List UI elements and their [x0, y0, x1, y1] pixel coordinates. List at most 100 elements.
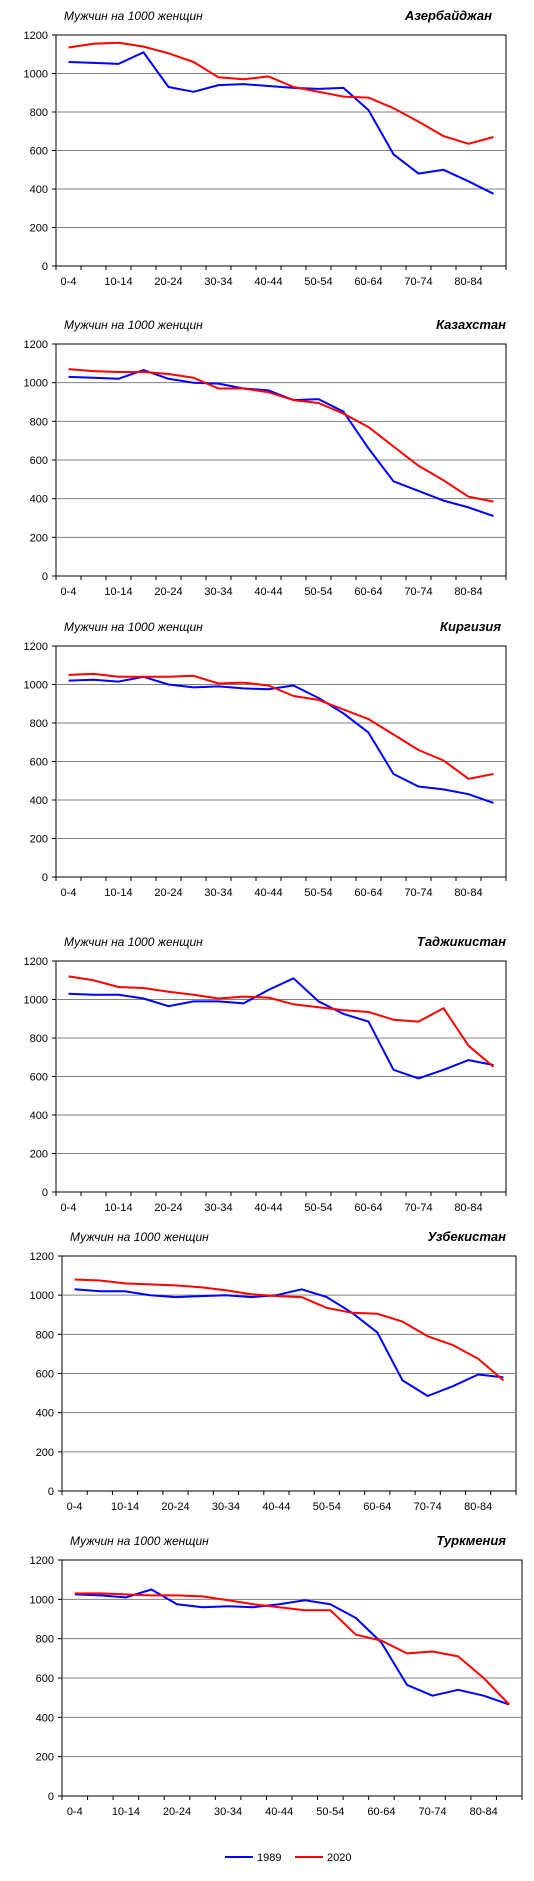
y-tick-label: 600: [36, 1369, 54, 1381]
x-tick-label: 50-54: [316, 1806, 344, 1818]
x-tick-label: 60-64: [354, 586, 382, 598]
y-tick-label: 0: [42, 571, 48, 583]
chart-panel: 0 200 400 600 800 1000 1200 0-4 10-14 20-24 30-34 4…: [24, 8, 507, 288]
y-tick-label: 1000: [24, 995, 48, 1007]
y-tick-label: 200: [30, 1149, 48, 1161]
y-axis-label: Мужчин на 1000 женщин: [70, 1230, 209, 1244]
legend-label: 1989: [257, 1852, 281, 1864]
y-tick-label: 1000: [24, 378, 48, 390]
chart-panel: 0 200 400 600 800 1000 1200 0-4 10-14 20-24 30-34 4…: [24, 934, 507, 1214]
y-tick-label: 1200: [24, 30, 48, 42]
x-tick-label: 70-74: [418, 1806, 446, 1818]
x-tick-label: 70-74: [404, 887, 432, 899]
series-line-2020: [74, 1278, 505, 1382]
x-tick-label: 60-64: [354, 276, 382, 288]
x-tick-label: 0-4: [61, 586, 77, 598]
y-tick-label: 800: [36, 1634, 54, 1646]
x-tick-label: 50-54: [313, 1501, 341, 1513]
x-tick-label: 60-64: [354, 1202, 382, 1214]
y-tick-label: 200: [30, 223, 48, 235]
chart-title: Таджикистан: [417, 934, 506, 949]
chart-panel: 0 200 400 600 800 1000 1200 0-4 10-14 20-24 30-34 4…: [24, 317, 507, 598]
y-tick-label: 800: [30, 718, 48, 730]
x-tick-label: 60-64: [363, 1501, 391, 1513]
series-line-1989: [74, 1288, 504, 1397]
series-line-2020: [68, 368, 494, 503]
x-tick-label: 0-4: [61, 887, 77, 899]
chart-panel: 0 200 400 600 800 1000 1200 0-4 10-14 20-24 30-34 4…: [30, 1533, 523, 1818]
x-tick-label: 70-74: [404, 586, 432, 598]
x-tick-label: 80-84: [454, 1202, 482, 1214]
chart-panel: 0 200 400 600 800 1000 1200 0-4 10-14 20-24 30-34 4…: [30, 1229, 517, 1513]
x-tick-label: 20-24: [154, 276, 182, 288]
y-axis-label: Мужчин на 1000 женщин: [64, 9, 203, 23]
y-tick-label: 400: [36, 1712, 54, 1724]
x-tick-label: 20-24: [154, 1202, 182, 1214]
x-tick-label: 10-14: [111, 1501, 139, 1513]
y-tick-label: 200: [36, 1447, 54, 1459]
x-tick-label: 50-54: [304, 887, 332, 899]
chart-panel: 0 200 400 600 800 1000 1200 0-4 10-14 20-24 30-34 4…: [24, 619, 507, 899]
chart-title: Туркмения: [436, 1533, 506, 1548]
chart-title: Киргизия: [440, 619, 501, 634]
x-tick-label: 50-54: [304, 276, 332, 288]
y-axis-label: Мужчин на 1000 женщин: [64, 318, 203, 332]
chart-title: Узбекистан: [428, 1229, 507, 1244]
y-tick-label: 0: [42, 1187, 48, 1199]
series-line-2020: [68, 975, 495, 1068]
y-tick-label: 800: [36, 1329, 54, 1341]
x-tick-label: 10-14: [104, 586, 132, 598]
x-tick-label: 30-34: [204, 276, 232, 288]
x-tick-label: 0-4: [67, 1501, 83, 1513]
x-tick-label: 10-14: [104, 887, 132, 899]
x-tick-label: 80-84: [454, 586, 482, 598]
y-tick-label: 600: [30, 146, 48, 158]
y-tick-label: 400: [30, 1110, 48, 1122]
x-tick-label: 20-24: [163, 1806, 191, 1818]
x-tick-label: 40-44: [254, 1202, 282, 1214]
y-tick-label: 1200: [24, 339, 48, 351]
x-tick-label: 40-44: [262, 1501, 290, 1513]
x-tick-label: 10-14: [104, 1202, 132, 1214]
y-tick-label: 400: [30, 494, 48, 506]
x-tick-label: 10-14: [112, 1806, 140, 1818]
y-tick-label: 0: [48, 1791, 54, 1803]
y-tick-label: 800: [30, 416, 48, 428]
y-tick-label: 200: [30, 834, 48, 846]
y-tick-label: 400: [30, 795, 48, 807]
y-tick-label: 1200: [24, 641, 48, 653]
x-tick-label: 0-4: [61, 276, 77, 288]
x-tick-label: 20-24: [161, 1501, 189, 1513]
x-tick-label: 70-74: [404, 1202, 432, 1214]
series-line-1989: [68, 51, 494, 195]
x-tick-label: 30-34: [204, 887, 232, 899]
x-tick-label: 40-44: [254, 276, 282, 288]
series-line-2020: [68, 672, 494, 780]
x-tick-label: 80-84: [464, 1501, 492, 1513]
x-tick-label: 20-24: [154, 586, 182, 598]
y-tick-label: 600: [30, 757, 48, 769]
x-tick-label: 30-34: [204, 1202, 232, 1214]
y-axis-label: Мужчин на 1000 женщин: [64, 935, 203, 949]
x-tick-label: 40-44: [254, 586, 282, 598]
chart-title: Казахстан: [436, 317, 506, 332]
y-tick-label: 200: [30, 532, 48, 544]
x-tick-label: 30-34: [212, 1501, 240, 1513]
x-tick-label: 80-84: [470, 1806, 498, 1818]
series-line-2020: [68, 41, 494, 145]
x-tick-label: 60-64: [367, 1806, 395, 1818]
y-tick-label: 400: [36, 1408, 54, 1420]
series-line-1989: [68, 977, 494, 1080]
y-tick-label: 0: [42, 872, 48, 884]
x-tick-label: 30-34: [214, 1806, 242, 1818]
y-tick-label: 1200: [30, 1555, 54, 1567]
x-tick-label: 30-34: [204, 586, 232, 598]
y-tick-label: 1200: [30, 1251, 54, 1263]
y-tick-label: 200: [36, 1752, 54, 1764]
y-axis-label: Мужчин на 1000 женщин: [64, 620, 203, 634]
x-tick-label: 0-4: [61, 1202, 77, 1214]
x-tick-label: 40-44: [265, 1806, 293, 1818]
y-tick-label: 400: [30, 184, 48, 196]
